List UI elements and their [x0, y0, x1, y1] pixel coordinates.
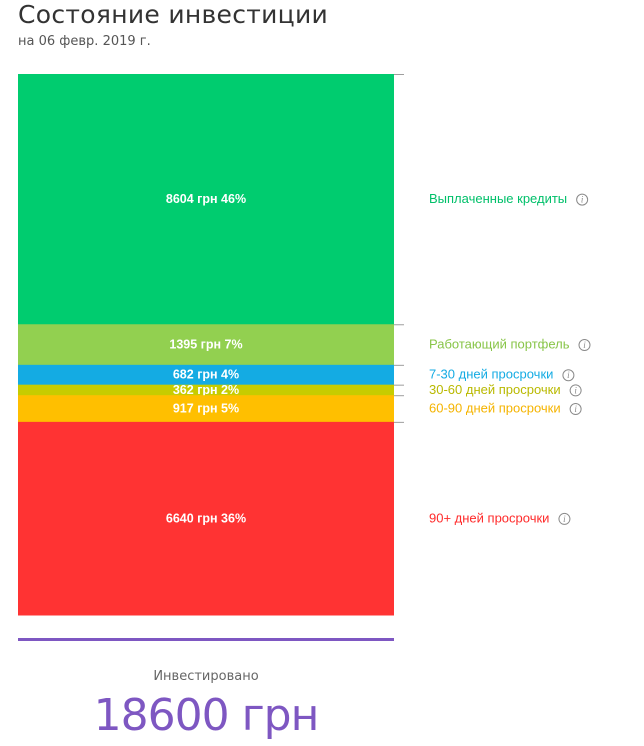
legend-label: 30-60 дней просрочки — [429, 382, 561, 397]
bar-segment-0[interactable] — [18, 74, 394, 325]
bar-segment-5[interactable] — [18, 421, 394, 616]
legend-label: 60-90 дней просрочки — [429, 401, 561, 416]
legend-label: 7-30 дней просрочки — [429, 367, 553, 382]
svg-text:i: i — [567, 370, 570, 380]
report-date: на 06 февр. 2019 г. — [18, 34, 151, 49]
total-invested-value: 18600 грн — [93, 690, 320, 741]
bar-segment-1[interactable] — [18, 324, 394, 366]
legend-label: Выплаченные кредиты — [429, 191, 567, 206]
total-invested-label: Инвестировано — [153, 669, 259, 684]
svg-text:i: i — [574, 404, 577, 414]
svg-text:i: i — [581, 195, 584, 205]
bar-segment-3[interactable] — [18, 384, 394, 396]
info-icon[interactable]: i — [558, 512, 571, 525]
segment-data-label: 682 грн 4% — [173, 368, 239, 382]
legend-label: 90+ дней просрочки — [429, 510, 549, 525]
page-title: Состояние инвестиции — [18, 0, 329, 29]
info-icon[interactable]: i — [578, 339, 591, 352]
segment-data-label: 362 грн 2% — [173, 383, 239, 397]
info-icon[interactable]: i — [576, 193, 589, 206]
total-divider — [18, 638, 394, 641]
bar-segment-2[interactable] — [18, 364, 394, 386]
segment-data-label: 6640 грн 36% — [166, 511, 246, 525]
bar-segment-4[interactable] — [18, 395, 394, 423]
segment-data-label: 8604 грн 46% — [166, 192, 246, 206]
segment-data-label: 917 грн 5% — [173, 402, 239, 416]
info-icon[interactable]: i — [562, 369, 575, 382]
investment-status-chart: 8604 грн 46% Выплаченные кредиты i 1395 грн… — [18, 74, 591, 616]
legend-label: Работающий портфель — [429, 337, 570, 352]
segment-data-label: 1395 грн 7% — [169, 338, 242, 352]
svg-text:i: i — [574, 385, 577, 395]
svg-text:i: i — [563, 514, 566, 524]
info-icon[interactable]: i — [569, 403, 582, 416]
svg-text:i: i — [583, 340, 586, 350]
info-icon[interactable]: i — [569, 384, 582, 397]
